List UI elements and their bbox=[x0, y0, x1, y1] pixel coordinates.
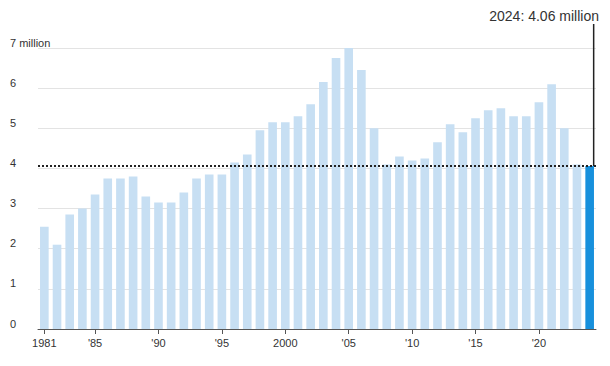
svg-text:'20: '20 bbox=[532, 337, 546, 349]
svg-text:1981: 1981 bbox=[32, 337, 56, 349]
svg-text:'85: '85 bbox=[88, 337, 102, 349]
svg-text:1: 1 bbox=[10, 277, 16, 289]
svg-text:'10: '10 bbox=[405, 337, 419, 349]
svg-text:3: 3 bbox=[10, 197, 16, 209]
svg-text:2000: 2000 bbox=[273, 337, 297, 349]
svg-text:7 million: 7 million bbox=[10, 37, 50, 49]
svg-text:'90: '90 bbox=[151, 337, 165, 349]
svg-text:2024: 4.06 million: 2024: 4.06 million bbox=[489, 8, 599, 24]
svg-text:4: 4 bbox=[10, 157, 16, 169]
svg-text:'95: '95 bbox=[215, 337, 229, 349]
svg-text:6: 6 bbox=[10, 77, 16, 89]
svg-text:5: 5 bbox=[10, 117, 16, 129]
svg-text:0: 0 bbox=[10, 318, 16, 330]
svg-text:'15: '15 bbox=[468, 337, 482, 349]
svg-text:2: 2 bbox=[10, 237, 16, 249]
svg-text:'05: '05 bbox=[342, 337, 356, 349]
